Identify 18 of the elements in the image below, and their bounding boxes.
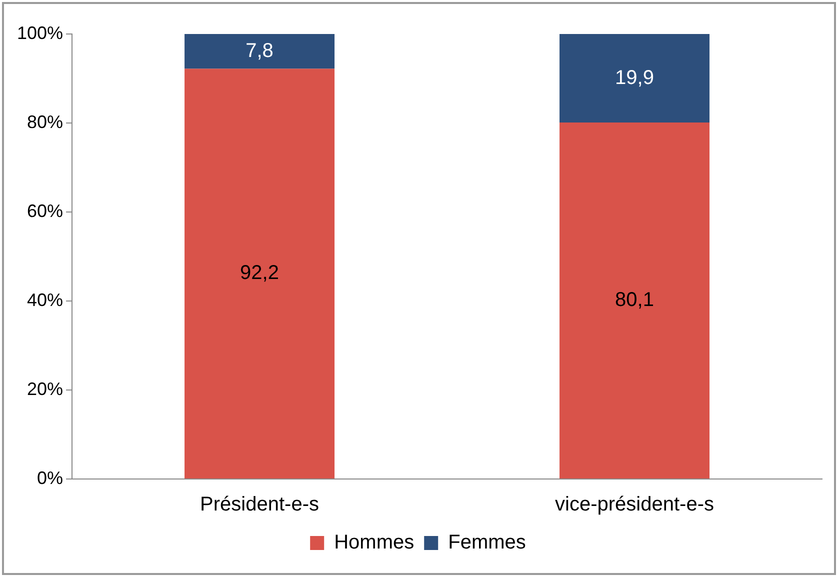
y-tick-label: 80% [27, 112, 64, 132]
data-label: 7,8 [246, 40, 274, 62]
y-tick-label: 20% [27, 378, 64, 399]
y-tick-label: 0% [37, 468, 64, 488]
x-tick-label: Président-e-s [200, 494, 319, 516]
y-tick-label: 60% [27, 200, 64, 221]
legend-label: Femmes [448, 532, 526, 554]
legend-label: Hommes [334, 532, 414, 554]
bar [184, 34, 335, 69]
data-label: 92,2 [240, 262, 279, 284]
bar [560, 122, 710, 478]
x-tick-label: vice-président-e-s [555, 494, 714, 516]
bar [184, 68, 335, 478]
data-label: 80,1 [615, 289, 654, 312]
bar [560, 34, 710, 123]
y-tick-label: 100% [16, 22, 64, 43]
data-label: 19,9 [615, 66, 654, 89]
y-tick-label: 40% [27, 290, 64, 310]
